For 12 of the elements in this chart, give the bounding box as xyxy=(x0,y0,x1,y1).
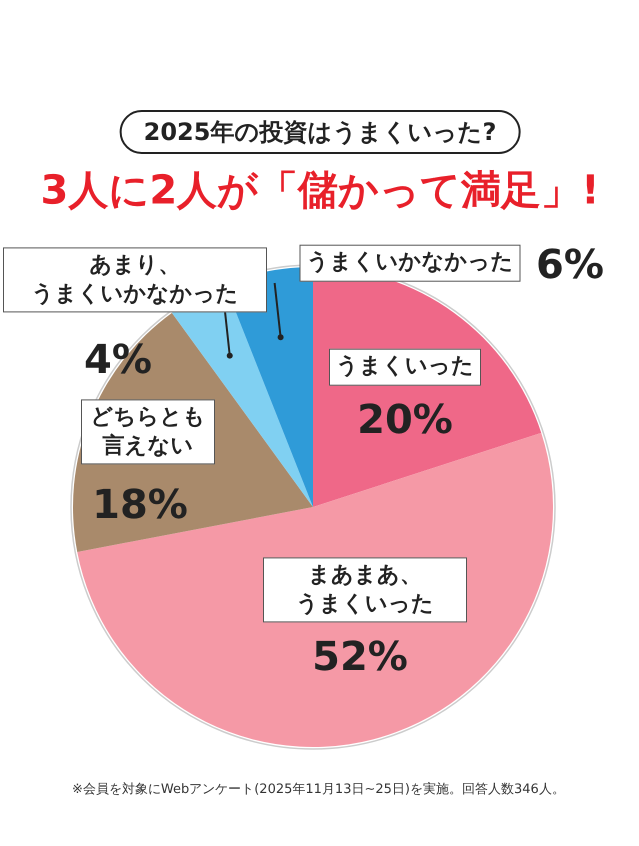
chart-title: 2025年の投資はうまくいった? xyxy=(120,110,520,154)
data-label: 52% xyxy=(312,634,408,680)
slice-label: うまくいった xyxy=(329,348,481,386)
data-label: 6% xyxy=(536,242,604,288)
text: ※会員を対象にWebアンケート(2025年11月13日~25日)を実施。回答人数346人。 xyxy=(72,781,566,799)
chart-subtitle: 3人に2人が「儲かって満足」! xyxy=(40,166,600,216)
data-label: 20% xyxy=(357,397,453,443)
slice-label: うまくいかなかった xyxy=(300,244,520,282)
slice-label: まあまあ、うまくいった xyxy=(263,557,467,623)
slice-label: どちらとも言えない xyxy=(81,399,215,465)
slice-label: あまり、うまくいかなかった xyxy=(3,247,267,313)
data-label: 18% xyxy=(92,482,188,528)
